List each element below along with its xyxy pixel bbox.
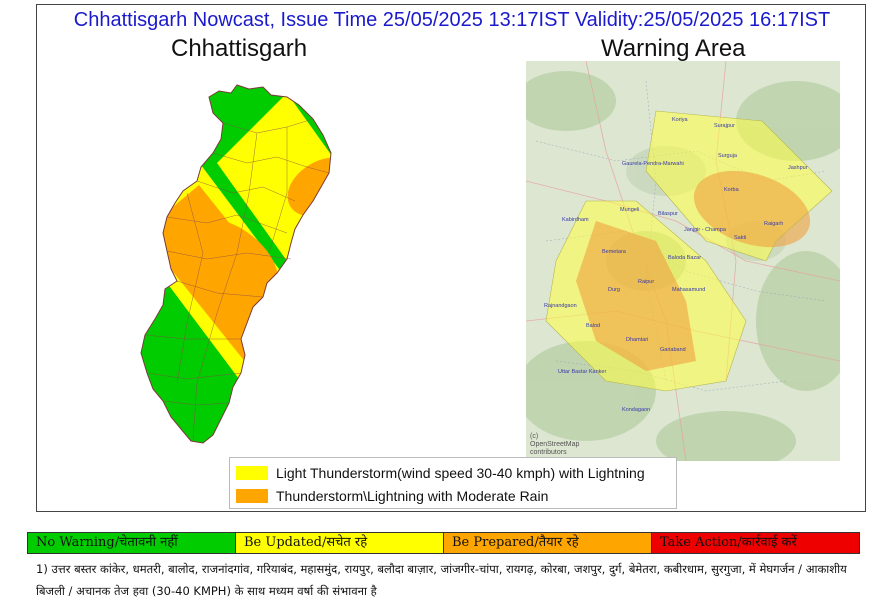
place-label: Raipur — [638, 279, 655, 285]
legend-swatch — [236, 489, 268, 503]
place-label: Durg — [608, 287, 620, 293]
legend-swatch — [236, 466, 268, 480]
warning-scale: No Warning/चेतावनी नहीं Be Updated/सचेत … — [27, 532, 860, 554]
place-label: Uttar Bastar Kanker — [558, 369, 607, 375]
place-label: Mahasamund — [672, 287, 706, 293]
place-label: Janjgir - Champa — [684, 227, 726, 233]
legend-item: Thunderstorm\Lightning with Moderate Rai… — [236, 486, 548, 506]
place-label: Mungeli — [620, 207, 640, 213]
place-label: Jashpur — [788, 165, 808, 171]
state-map-title: Chhattisgarh — [171, 35, 308, 62]
place-label: Bemetara — [602, 249, 626, 255]
place-label: Korba — [724, 187, 739, 193]
place-label: Baloda Bazar — [668, 255, 702, 261]
legend-label: Light Thunderstorm(wind speed 30-40 kmph… — [276, 465, 645, 481]
place-label: Surguja — [718, 153, 737, 159]
warning-area-map: Koriya Surajpur Gaurela-Pendra-Marwahi S… — [526, 61, 840, 461]
place-label: Koriya — [672, 117, 688, 123]
place-label: Bilaspur — [658, 211, 678, 217]
place-label: Gaurela-Pendra-Marwahi — [622, 161, 684, 167]
place-label: Raigarh — [764, 221, 784, 227]
scale-take-action: Take Action/कार्रवाई करें — [652, 533, 859, 553]
legend-label: Thunderstorm\Lightning with Moderate Rai… — [276, 488, 549, 504]
place-label: Sakti — [734, 235, 747, 241]
nowcast-title: Chhattisgarh Nowcast, Issue Time 25/05/2… — [73, 9, 831, 31]
map-attribution: (c) OpenStreetMap contributors — [530, 433, 580, 456]
map-legend: Light Thunderstorm(wind speed 30-40 kmph… — [229, 457, 677, 509]
place-label: Kabirdham — [562, 217, 589, 223]
district-footnote: 1) उत्तर बस्तर कांकेर, धमतरी, बालोद, राज… — [36, 562, 847, 598]
place-label: Kondagaon — [622, 407, 651, 413]
place-label: Rajnandgaon — [544, 303, 577, 309]
nowcast-panel: Chhattisgarh Nowcast, Issue Time 25/05/2… — [36, 4, 866, 512]
scale-no-warning: No Warning/चेतावनी नहीं — [28, 533, 236, 553]
place-label: Balod — [586, 323, 601, 329]
state-warning-map — [137, 83, 337, 447]
legend-item: Light Thunderstorm(wind speed 30-40 kmph… — [236, 463, 645, 483]
place-label: Gariaband — [660, 347, 686, 353]
place-label: Dhamtari — [626, 337, 649, 343]
place-label: Surajpur — [714, 123, 735, 129]
warning-area-title: Warning Area — [601, 35, 746, 62]
scale-be-prepared: Be Prepared/तैयार रहे — [444, 533, 652, 553]
scale-be-updated: Be Updated/सचेत रहे — [236, 533, 444, 553]
